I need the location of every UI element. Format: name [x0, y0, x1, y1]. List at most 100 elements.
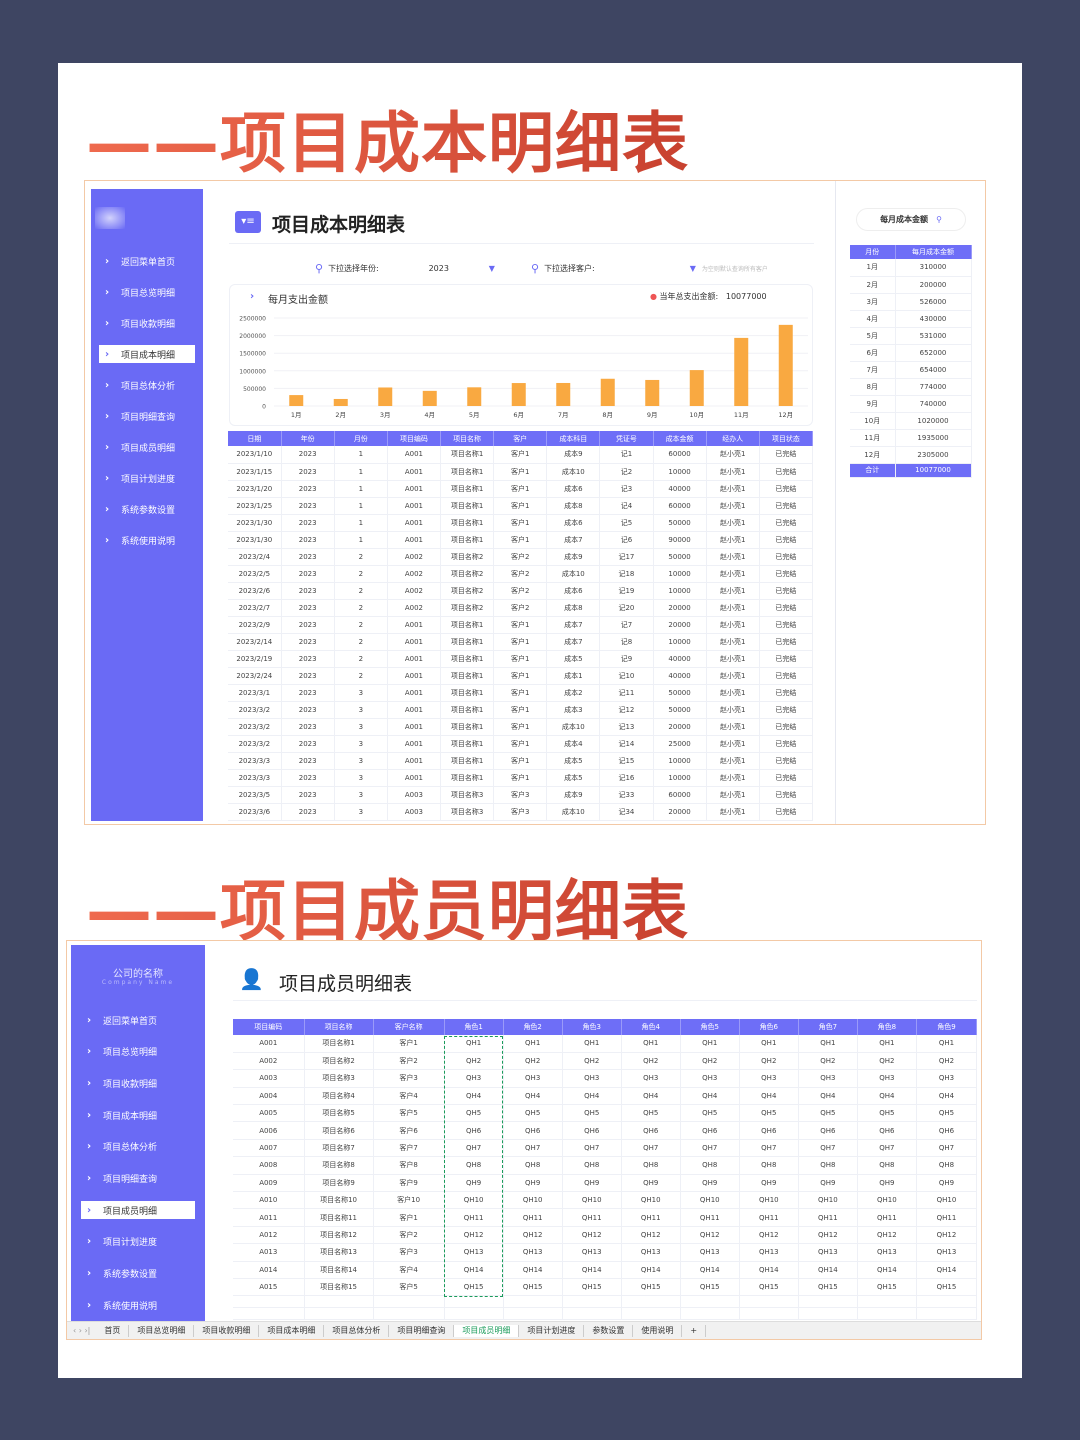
table-cell[interactable]: 项目名称1 — [440, 718, 495, 736]
table-cell[interactable]: 已完结 — [759, 701, 814, 719]
table-cell[interactable]: A002 — [387, 582, 442, 600]
table-cell[interactable]: 记8 — [599, 633, 654, 651]
table-row[interactable]: 5月 531000 — [850, 327, 972, 345]
table-cell[interactable]: QH7 — [562, 1139, 622, 1158]
table-cell[interactable]: QH13 — [857, 1243, 917, 1262]
table-cell[interactable]: 项目名称1 — [440, 514, 495, 532]
table-cell[interactable] — [798, 1307, 858, 1321]
table-cell[interactable]: 2023/2/9 — [228, 616, 282, 634]
sidebar-item[interactable]: › 项目总览明细 — [99, 283, 195, 301]
table-row[interactable]: 3月 526000 — [850, 293, 972, 311]
table-cell[interactable]: 项目名称1 — [440, 769, 495, 787]
table-cell[interactable]: 50000 — [653, 701, 707, 719]
table-row[interactable]: 2023/2/6 2023 2 A002 项目名称2 客户2 成本6 记19 10000 赵小亮1… — [228, 582, 814, 600]
table-cell[interactable]: 2023/3/2 — [228, 701, 282, 719]
table-cell[interactable]: A002 — [387, 599, 442, 617]
table-cell[interactable]: 记15 — [599, 752, 654, 770]
table-row[interactable]: 2023/2/9 2023 2 A001 项目名称1 客户1 成本7 记7 20000 赵小亮1 已… — [228, 616, 814, 634]
table-cell[interactable]: 项目名称1 — [440, 446, 495, 464]
table-cell[interactable]: QH5 — [503, 1104, 563, 1123]
table-cell[interactable]: QH2 — [857, 1052, 917, 1071]
table-cell[interactable]: 2023/1/10 — [228, 446, 282, 464]
table-cell[interactable]: QH1 — [857, 1035, 917, 1053]
table-cell[interactable] — [373, 1295, 445, 1309]
table-cell[interactable]: 赵小亮1 — [706, 446, 760, 464]
table-cell[interactable]: QH15 — [798, 1278, 858, 1297]
table-cell[interactable] — [680, 1295, 740, 1309]
sidebar-item[interactable]: › 项目收款明细 — [81, 1074, 195, 1092]
table-cell[interactable]: QH15 — [503, 1278, 563, 1297]
table-cell[interactable]: 2023 — [281, 718, 335, 736]
table-cell[interactable]: 成本9 — [546, 446, 601, 464]
table-cell[interactable]: 客户1 — [493, 718, 548, 736]
table-row[interactable]: 7月 654000 — [850, 361, 972, 379]
sheet-tab[interactable]: 项目成员明细 — [454, 1324, 520, 1337]
table-row[interactable]: A005 项目名称5 客户5 QH5 QH5 QH5 QH5 QH5 QH5 QH5 QH5 QH5 — [233, 1104, 978, 1123]
table-cell[interactable]: 成本9 — [546, 786, 601, 804]
table-cell[interactable]: 已完结 — [759, 735, 814, 753]
table-cell[interactable]: 20000 — [653, 803, 707, 821]
table-cell[interactable]: QH14 — [916, 1261, 978, 1279]
table-cell[interactable]: 2023/3/3 — [228, 752, 282, 770]
table-cell[interactable]: 已完结 — [759, 531, 814, 549]
table-row[interactable]: 2023/3/1 2023 3 A001 项目名称1 客户1 成本2 记11 50000 赵小亮1… — [228, 684, 814, 702]
table-cell[interactable]: 项目名称2 — [440, 548, 495, 566]
add-sheet-button[interactable]: + — [682, 1324, 707, 1337]
table-cell[interactable]: 客户1 — [493, 684, 548, 702]
table-cell[interactable]: QH9 — [857, 1174, 917, 1193]
table-cell[interactable]: 2023 — [281, 684, 335, 702]
table-cell[interactable]: 记1 — [599, 446, 654, 464]
table-cell[interactable]: QH14 — [621, 1261, 681, 1279]
table-cell[interactable]: 2023 — [281, 786, 335, 804]
table-cell[interactable]: 1 — [334, 514, 388, 532]
table-cell[interactable]: 记5 — [599, 514, 654, 532]
sidebar-item[interactable]: › 返回菜单首页 — [81, 1011, 195, 1029]
table-cell[interactable]: 项目名称15 — [304, 1278, 374, 1297]
table-cell[interactable] — [562, 1295, 622, 1309]
table-cell[interactable]: 成本7 — [546, 616, 601, 634]
sidebar-item[interactable]: › 项目成员明细 — [81, 1201, 195, 1220]
column-header[interactable]: 角色4 — [621, 1019, 681, 1035]
table-cell[interactable]: A013 — [233, 1243, 305, 1262]
column-header[interactable]: 角色8 — [857, 1019, 917, 1035]
table-cell[interactable]: QH3 — [621, 1069, 681, 1088]
table-cell[interactable]: QH2 — [798, 1052, 858, 1071]
table-row[interactable]: A009 项目名称9 客户9 QH9 QH9 QH9 QH9 QH9 QH9 QH9 QH9 QH9 — [233, 1174, 978, 1193]
table-cell[interactable]: 客户3 — [373, 1243, 445, 1262]
table-cell[interactable] — [857, 1307, 917, 1321]
sidebar-item[interactable]: › 系统使用说明 — [81, 1296, 195, 1314]
table-cell[interactable]: 客户1 — [493, 752, 548, 770]
table-cell[interactable]: 项目名称7 — [304, 1139, 374, 1158]
table-cell[interactable]: QH13 — [621, 1243, 681, 1262]
table-cell[interactable]: 成本8 — [546, 497, 601, 515]
table-cell[interactable]: 赵小亮1 — [706, 616, 760, 634]
table-cell[interactable]: QH7 — [503, 1139, 563, 1158]
table-cell[interactable] — [304, 1307, 374, 1321]
table-cell[interactable]: 客户5 — [373, 1278, 445, 1297]
table-cell[interactable]: 已完结 — [759, 582, 814, 600]
table-cell[interactable]: QH8 — [916, 1156, 978, 1175]
table-cell[interactable]: 项目名称1 — [440, 531, 495, 549]
column-header[interactable]: 角色5 — [680, 1019, 740, 1035]
table-row[interactable]: 2023/3/2 2023 3 A001 项目名称1 客户1 成本4 记14 25000 赵小亮1… — [228, 735, 814, 753]
table-cell[interactable] — [233, 1295, 305, 1309]
table-cell[interactable]: 成本7 — [546, 633, 601, 651]
table-cell[interactable]: 赵小亮1 — [706, 480, 760, 498]
table-cell[interactable]: A003 — [387, 786, 442, 804]
table-row[interactable]: A003 项目名称3 客户3 QH3 QH3 QH3 QH3 QH3 QH3 QH3 QH3 QH3 — [233, 1069, 978, 1088]
table-cell[interactable]: 赵小亮1 — [706, 752, 760, 770]
table-cell[interactable]: QH9 — [680, 1174, 740, 1193]
table-cell[interactable]: 赵小亮1 — [706, 650, 760, 668]
table-cell[interactable]: 赵小亮1 — [706, 684, 760, 702]
table-cell[interactable]: 项目名称9 — [304, 1174, 374, 1193]
column-header[interactable]: 角色3 — [562, 1019, 622, 1035]
table-cell[interactable]: 已完结 — [759, 803, 814, 821]
table-cell[interactable]: A001 — [387, 667, 442, 685]
table-cell[interactable]: 2 — [334, 667, 388, 685]
table-cell[interactable]: 项目名称14 — [304, 1261, 374, 1279]
table-cell[interactable]: QH12 — [798, 1226, 858, 1245]
column-header[interactable]: 成本金额 — [653, 431, 707, 446]
bar[interactable] — [511, 383, 526, 406]
table-cell[interactable]: 2023 — [281, 548, 335, 566]
table-cell[interactable]: QH4 — [916, 1087, 978, 1106]
